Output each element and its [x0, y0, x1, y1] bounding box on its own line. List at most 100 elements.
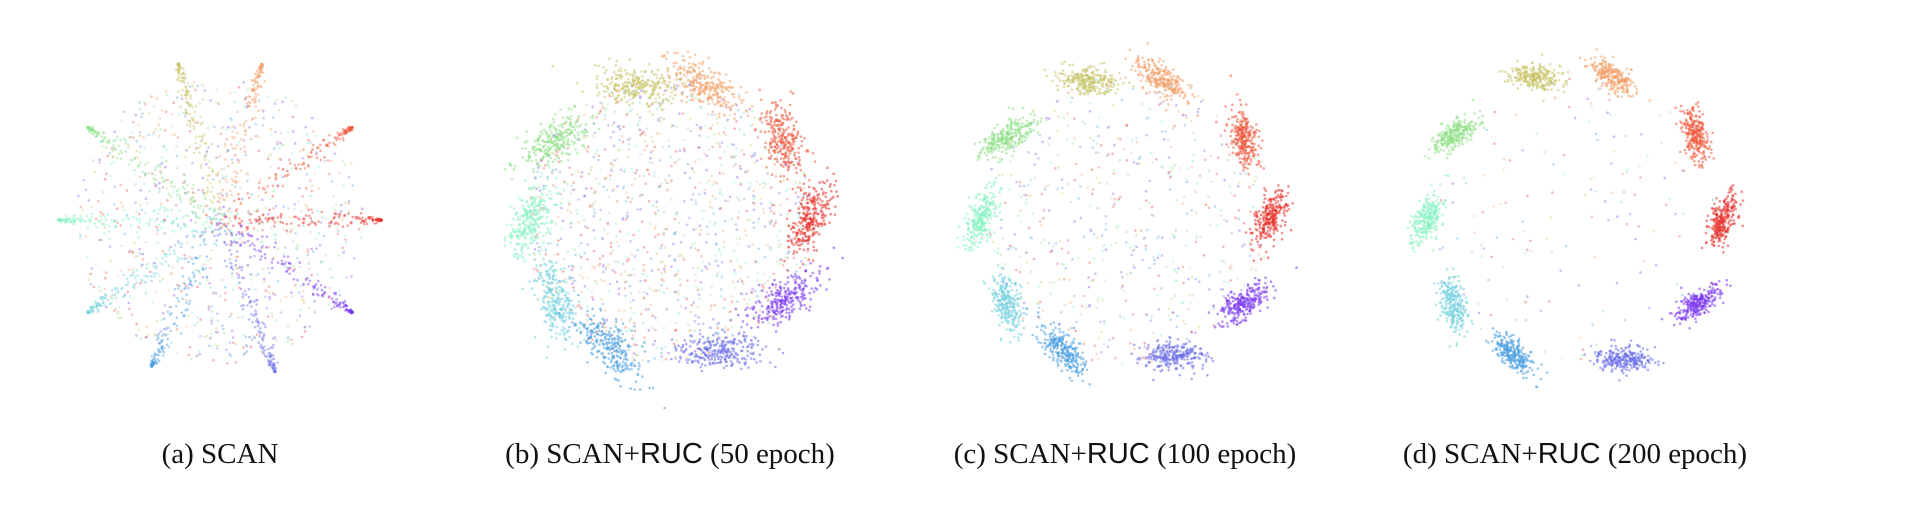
scatter-point — [339, 209, 343, 213]
scatter-point — [267, 291, 271, 294]
scatter-point — [124, 283, 128, 287]
scatter-point — [805, 239, 809, 242]
scatter-point — [756, 294, 759, 298]
scatter-point — [228, 229, 232, 232]
scatter-point — [522, 214, 525, 217]
scatter-point — [712, 82, 715, 85]
scatter-point — [613, 110, 617, 113]
scatter-point — [88, 219, 91, 223]
scatter-point — [697, 305, 700, 309]
scatter-point — [532, 213, 535, 216]
scatter-point — [271, 337, 275, 341]
scatter-point — [582, 132, 586, 135]
scatter-point — [158, 165, 161, 169]
scatter-point — [269, 354, 272, 358]
scatter-point — [328, 286, 332, 290]
scatter-point — [215, 223, 219, 227]
scatter-point — [167, 326, 170, 330]
scatter-point — [98, 238, 101, 242]
scatter-point — [719, 188, 722, 192]
scatter-point — [227, 164, 230, 168]
scatter-point — [138, 101, 141, 104]
scatter-point — [672, 124, 675, 128]
scatter-point — [178, 63, 181, 67]
scatter-point — [647, 328, 650, 332]
scatter-point — [688, 62, 691, 65]
scatter-point — [524, 226, 527, 229]
scatter-point — [629, 274, 633, 277]
scatter-point — [257, 321, 261, 325]
scatter-point — [260, 62, 264, 66]
scatter-point — [274, 173, 278, 177]
scatter-point — [70, 219, 74, 223]
scatter-point — [153, 220, 157, 223]
scatter-point — [318, 244, 322, 247]
scatter-point — [179, 200, 183, 203]
scatter-point — [174, 230, 177, 234]
scatter-point — [303, 167, 307, 170]
scatter-point — [281, 221, 285, 225]
scatter-point — [95, 304, 98, 308]
scatter-point — [647, 96, 651, 99]
scatter-point — [209, 99, 212, 102]
scatter-point — [660, 351, 663, 355]
scatter-point — [134, 201, 137, 204]
scatter-point — [566, 152, 570, 156]
scatter-point — [670, 265, 673, 268]
scatter-point — [337, 303, 340, 307]
scatter-point — [225, 265, 228, 268]
scatter-point — [796, 224, 800, 228]
scatter-point — [161, 311, 165, 315]
scatter-point — [670, 125, 673, 129]
scatter-point — [721, 261, 724, 264]
scatter-point — [347, 210, 351, 213]
scatter-point — [763, 256, 767, 259]
scatter-point — [534, 213, 538, 217]
scatter-point — [149, 364, 153, 367]
scatter-point — [689, 129, 692, 133]
scatter-point — [189, 357, 193, 361]
scatter-point — [278, 147, 281, 150]
scatter-point — [89, 306, 93, 310]
scatter-point — [112, 160, 115, 164]
scatter-point — [222, 223, 225, 227]
scatter-point — [784, 255, 787, 259]
scatter-point — [636, 124, 640, 127]
scatter-point — [349, 127, 353, 130]
scatter-point — [693, 320, 697, 323]
scatter-point — [233, 126, 237, 130]
scatter-point — [243, 105, 246, 108]
scatter-point — [762, 186, 765, 189]
scatter-point — [159, 170, 162, 173]
scatter-point — [252, 300, 256, 304]
scatter-point — [57, 219, 61, 222]
scatter-point — [653, 357, 656, 360]
scatter-point — [271, 258, 275, 261]
scatter-point — [536, 242, 539, 245]
scatter-point — [165, 187, 168, 190]
scatter-point — [584, 128, 588, 132]
scatter-point — [247, 234, 251, 237]
scatter-point — [189, 104, 193, 107]
scatter-point — [195, 215, 198, 218]
scatter-point — [221, 174, 224, 177]
scatter-point — [258, 334, 261, 338]
scatter-point — [225, 150, 229, 153]
scatter-point — [307, 282, 310, 286]
scatter-point — [826, 199, 829, 203]
scatter-point — [631, 334, 635, 337]
scatter-point — [298, 314, 302, 317]
scatter-point — [173, 287, 177, 291]
scatter-point — [360, 219, 364, 222]
scatter-point — [343, 131, 347, 135]
scatter-point — [166, 310, 170, 314]
scatter-point — [305, 186, 308, 190]
scatter-point — [185, 100, 189, 104]
scatter-point — [550, 219, 553, 222]
scatter-point — [766, 279, 770, 282]
scatter-point — [525, 130, 528, 133]
scatter-point — [674, 230, 677, 234]
scatter-point — [257, 75, 260, 78]
scatter-point — [285, 229, 288, 232]
scatter-point — [618, 127, 622, 131]
